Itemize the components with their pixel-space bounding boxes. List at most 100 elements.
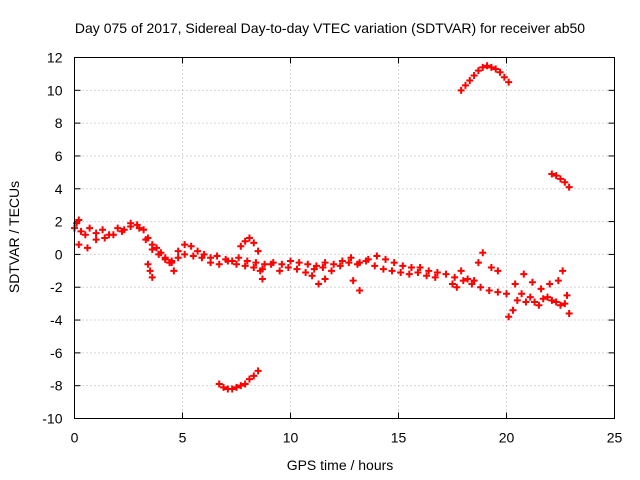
data-point bbox=[276, 267, 284, 275]
data-point bbox=[295, 259, 303, 267]
plot-frame bbox=[74, 57, 615, 419]
data-point bbox=[431, 273, 439, 281]
data-point bbox=[321, 275, 329, 283]
data-point bbox=[492, 65, 500, 73]
x-tick-label: 20 bbox=[499, 430, 515, 446]
data-point bbox=[293, 265, 301, 273]
data-point bbox=[479, 249, 487, 257]
data-point bbox=[75, 216, 83, 224]
data-point bbox=[99, 226, 107, 234]
data-point bbox=[233, 260, 240, 268]
data-point bbox=[414, 268, 422, 276]
data-point bbox=[308, 272, 316, 280]
y-tick-label: 2 bbox=[55, 214, 63, 230]
data-point bbox=[237, 382, 245, 390]
data-point bbox=[254, 247, 262, 255]
y-tick-label: -8 bbox=[50, 378, 63, 394]
data-point bbox=[256, 267, 264, 275]
data-point bbox=[548, 170, 556, 178]
data-point bbox=[397, 268, 405, 276]
data-point bbox=[483, 62, 491, 70]
data-point bbox=[254, 367, 262, 375]
data-point bbox=[245, 375, 253, 383]
data-point bbox=[494, 267, 502, 275]
data-point bbox=[114, 224, 122, 232]
data-point bbox=[228, 385, 236, 393]
data-point bbox=[362, 257, 370, 265]
data-point bbox=[83, 244, 91, 252]
data-point bbox=[330, 260, 338, 268]
grid bbox=[74, 57, 615, 419]
data-point bbox=[526, 293, 534, 301]
data-point bbox=[174, 254, 182, 262]
data-point bbox=[561, 178, 569, 186]
data-point bbox=[405, 270, 413, 278]
data-point bbox=[328, 267, 336, 275]
data-marks bbox=[71, 62, 573, 393]
data-point bbox=[287, 257, 294, 265]
data-point bbox=[148, 273, 156, 281]
y-tick-label: -6 bbox=[50, 345, 63, 361]
data-point bbox=[345, 259, 353, 267]
data-point bbox=[470, 277, 478, 285]
data-point bbox=[535, 301, 543, 309]
data-point bbox=[477, 283, 485, 291]
data-point bbox=[557, 175, 564, 183]
data-point bbox=[565, 309, 573, 317]
data-point bbox=[390, 259, 398, 267]
data-point bbox=[127, 223, 135, 231]
data-point bbox=[474, 259, 482, 267]
data-point bbox=[321, 259, 329, 267]
data-point bbox=[349, 277, 357, 285]
data-point bbox=[250, 264, 258, 272]
data-point bbox=[92, 229, 100, 237]
data-point bbox=[531, 298, 539, 306]
y-tick-label: -2 bbox=[50, 279, 63, 295]
data-point bbox=[449, 280, 456, 288]
data-point bbox=[470, 72, 478, 80]
data-point bbox=[494, 288, 502, 296]
data-point bbox=[442, 270, 450, 278]
y-tick-label: 8 bbox=[55, 115, 63, 131]
data-point bbox=[522, 298, 530, 306]
data-point bbox=[496, 68, 504, 76]
data-point bbox=[140, 226, 148, 234]
data-point bbox=[487, 63, 495, 71]
data-point bbox=[310, 265, 318, 273]
data-point bbox=[243, 257, 251, 265]
y-tick-label: 4 bbox=[55, 181, 63, 197]
data-point bbox=[170, 267, 178, 275]
data-point bbox=[213, 252, 221, 260]
data-point bbox=[356, 287, 364, 295]
data-point bbox=[425, 267, 433, 275]
data-point bbox=[503, 290, 510, 298]
data-point bbox=[457, 86, 465, 94]
data-point bbox=[194, 247, 202, 255]
data-point bbox=[198, 254, 206, 262]
data-point bbox=[563, 291, 571, 299]
data-point bbox=[77, 227, 85, 235]
data-point bbox=[153, 244, 161, 252]
data-point bbox=[557, 301, 564, 309]
data-point bbox=[528, 278, 536, 286]
data-point bbox=[135, 224, 143, 232]
data-point bbox=[250, 372, 258, 380]
data-point bbox=[466, 76, 474, 84]
data-point bbox=[118, 227, 126, 235]
x-tick-label: 5 bbox=[179, 430, 187, 446]
data-point bbox=[302, 268, 310, 276]
y-tick-label: -10 bbox=[42, 411, 62, 427]
data-point bbox=[315, 280, 323, 288]
data-point bbox=[86, 224, 94, 232]
data-point bbox=[373, 252, 381, 260]
y-axis-title: SDTVAR / TECUs bbox=[6, 181, 22, 293]
data-point bbox=[379, 265, 387, 273]
data-point bbox=[353, 260, 361, 268]
data-point bbox=[485, 287, 493, 295]
series-dips-and-bumps bbox=[144, 234, 502, 295]
data-point bbox=[267, 260, 275, 268]
data-point bbox=[144, 260, 152, 268]
data-point bbox=[155, 250, 163, 258]
data-point bbox=[479, 63, 487, 71]
